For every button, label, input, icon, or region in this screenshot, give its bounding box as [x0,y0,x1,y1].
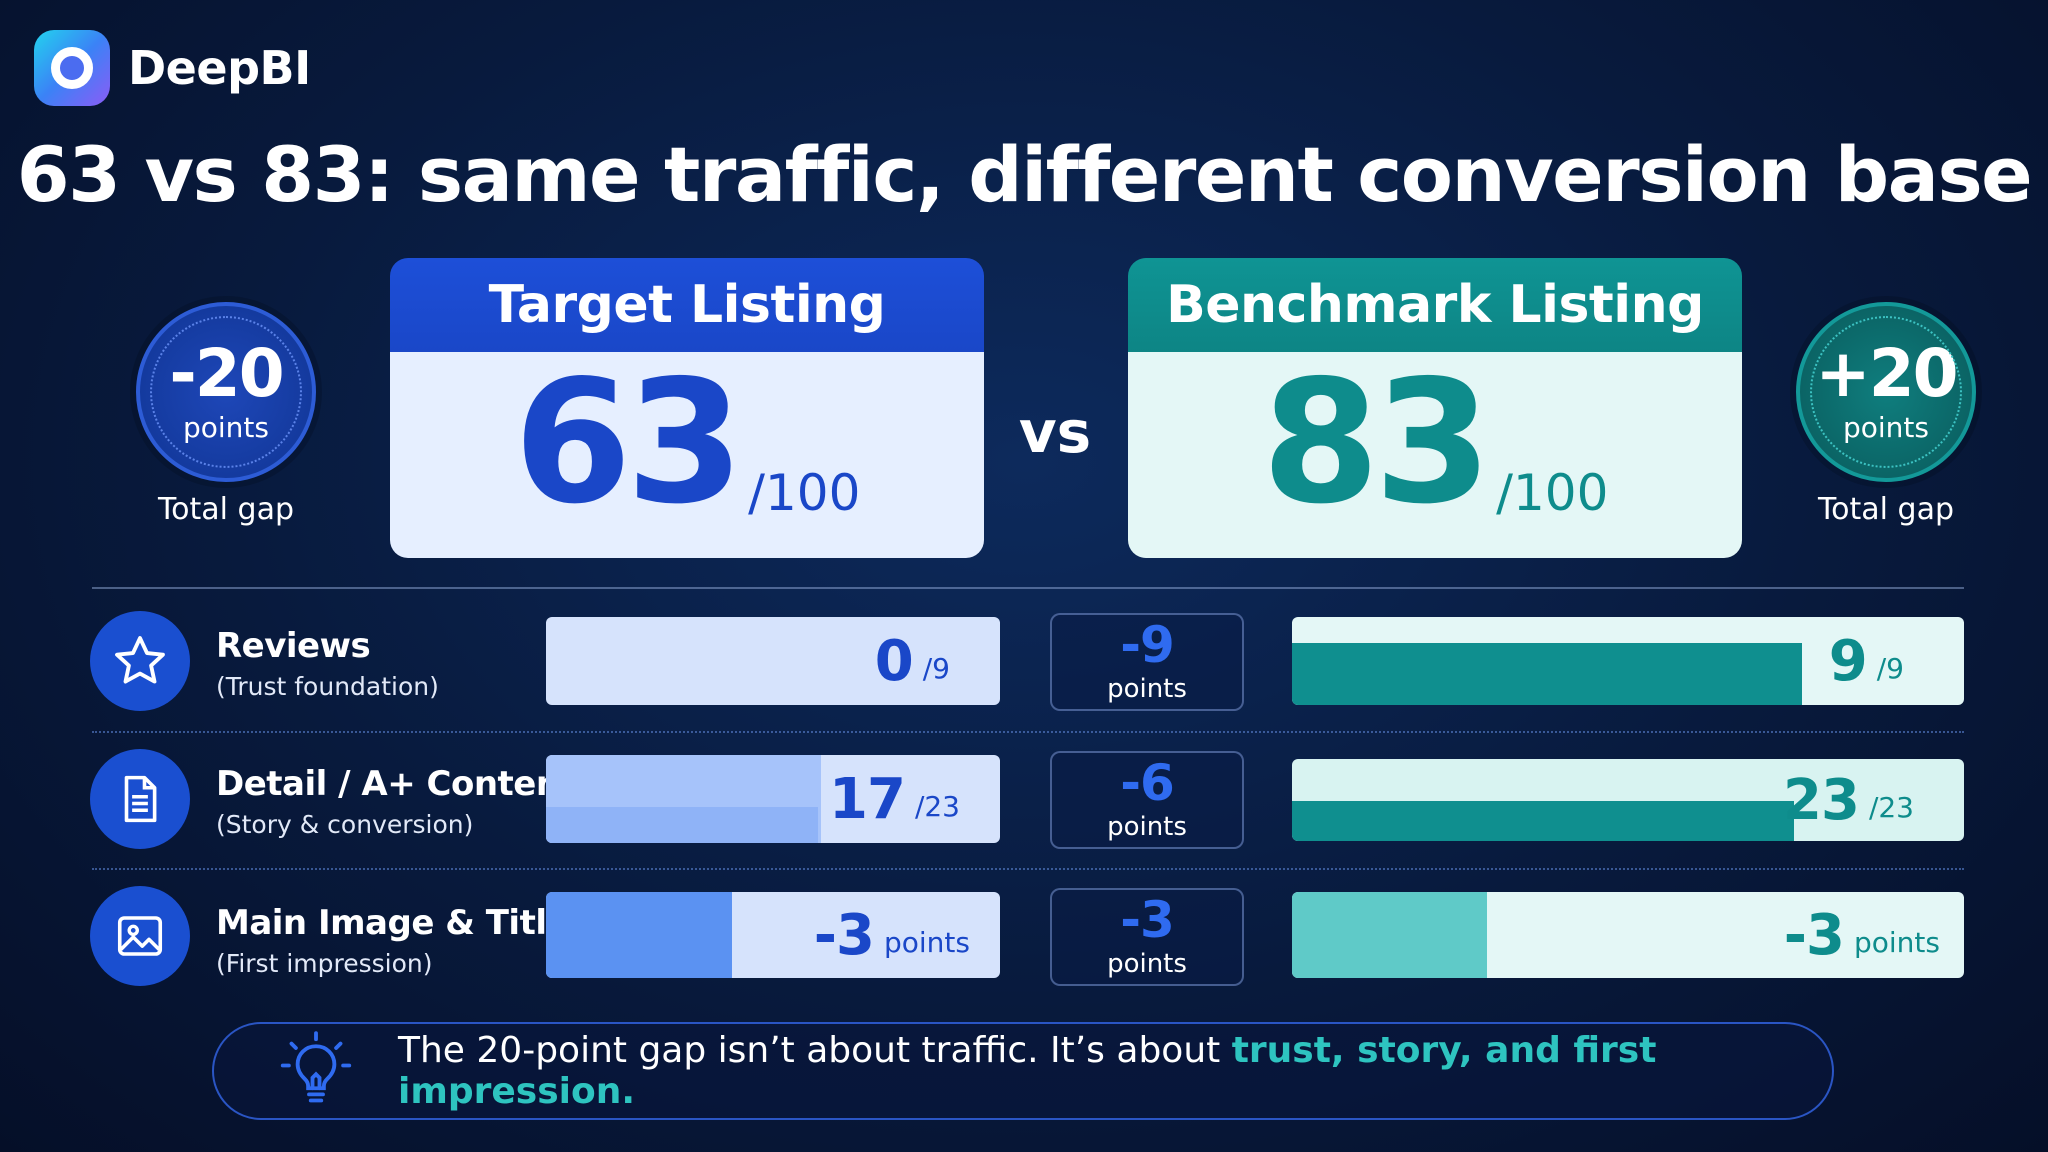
delta-unit-reviews: points [1107,674,1187,704]
target-bar-reviews: 0 /9 [546,617,1000,705]
section-divider [92,587,1964,589]
target-max-main-image: points [884,925,970,959]
benchmark-value-reviews: 9 [1828,628,1868,694]
benchmark-max-detail: /23 [1868,790,1914,824]
target-value-detail: 17 [829,766,906,832]
benchmark-bar-fill-main-image [1292,892,1487,978]
benchmark-score: 83 [1261,344,1493,542]
target-max-reviews: /9 [922,651,950,685]
left-gap-label: Total gap [157,492,295,527]
delta-badge-main-image: -3 points [1050,888,1244,986]
row-title-reviews: Reviews [216,626,371,666]
row-title-detail: Detail / A+ Content [216,764,576,804]
delta-unit-detail: points [1107,812,1187,842]
benchmark-bar-main-image: -3 points [1292,892,1964,978]
target-bar-main-image: -3 points [546,892,1000,978]
target-value-reviews: 0 [874,628,914,694]
left-total-gap: -20 points Total gap [126,302,326,527]
delta-value-main-image: -3 [1120,891,1175,949]
benchmark-card-heading: Benchmark Listing [1128,258,1742,352]
vs-label: vs [1018,398,1092,466]
right-gap-label: Total gap [1817,492,1955,527]
delta-value-detail: -6 [1120,754,1175,812]
benchmark-listing-card: Benchmark Listing 83 /100 [1128,258,1742,558]
footer-text: The 20-point gap isn’t about traffic. It… [398,1030,1232,1071]
brand-name: DeepBI [128,41,311,95]
row-subtitle-detail: (Story & conversion) [216,810,474,839]
target-bar-detail: 17 /23 [546,755,1000,843]
benchmark-bar-reviews: 9 /9 [1292,617,1964,705]
right-gap-unit: points [1843,410,1929,444]
row-divider [92,868,1964,870]
delta-value-reviews: -9 [1120,616,1175,674]
right-total-gap: +20 points Total gap [1786,302,1986,527]
target-score: 63 [513,344,745,542]
delta-badge-reviews: -9 points [1050,613,1244,711]
document-icon [90,749,190,849]
benchmark-value-main-image: -3 [1783,902,1845,968]
benchmark-bar-fill-detail [1292,801,1794,841]
benchmark-max-reviews: /9 [1876,651,1904,685]
benchmark-value-detail: 23 [1783,767,1860,833]
right-gap-badge: +20 points [1796,302,1976,482]
right-gap-value: +20 [1815,334,1958,412]
benchmark-max-main-image: points [1854,925,1940,959]
key-takeaway-banner: The 20-point gap isn’t about traffic. It… [212,1022,1834,1120]
target-value-main-image: -3 [813,902,875,968]
image-icon [90,886,190,986]
row-subtitle-reviews: (Trust foundation) [216,672,439,701]
row-divider [92,731,1964,733]
deepbi-logo-icon [34,30,110,106]
target-bar-fill-main-image [546,892,733,978]
target-score-max: /100 [748,464,861,522]
benchmark-bar-detail: 23 /23 [1292,759,1964,841]
left-gap-value: -20 [169,334,284,412]
benchmark-score-max: /100 [1496,464,1609,522]
row-title-main-image: Main Image & Title [216,903,570,943]
brand: DeepBI [34,30,311,106]
target-card-heading: Target Listing [390,258,984,352]
delta-unit-main-image: points [1107,949,1187,979]
benchmark-bar-fill-reviews [1292,643,1802,705]
row-subtitle-main-image: (First impression) [216,949,433,978]
footer-highlight: trust, story, and first impression. [398,1030,1657,1112]
lightbulb-icon [274,1027,358,1115]
page-title: 63 vs 83: same traffic, different conver… [16,130,2033,219]
left-gap-badge: -20 points [136,302,316,482]
left-gap-unit: points [183,410,269,444]
delta-badge-detail: -6 points [1050,751,1244,849]
target-max-detail: /23 [914,789,960,823]
target-listing-card: Target Listing 63 /100 [390,258,984,558]
star-icon [90,611,190,711]
